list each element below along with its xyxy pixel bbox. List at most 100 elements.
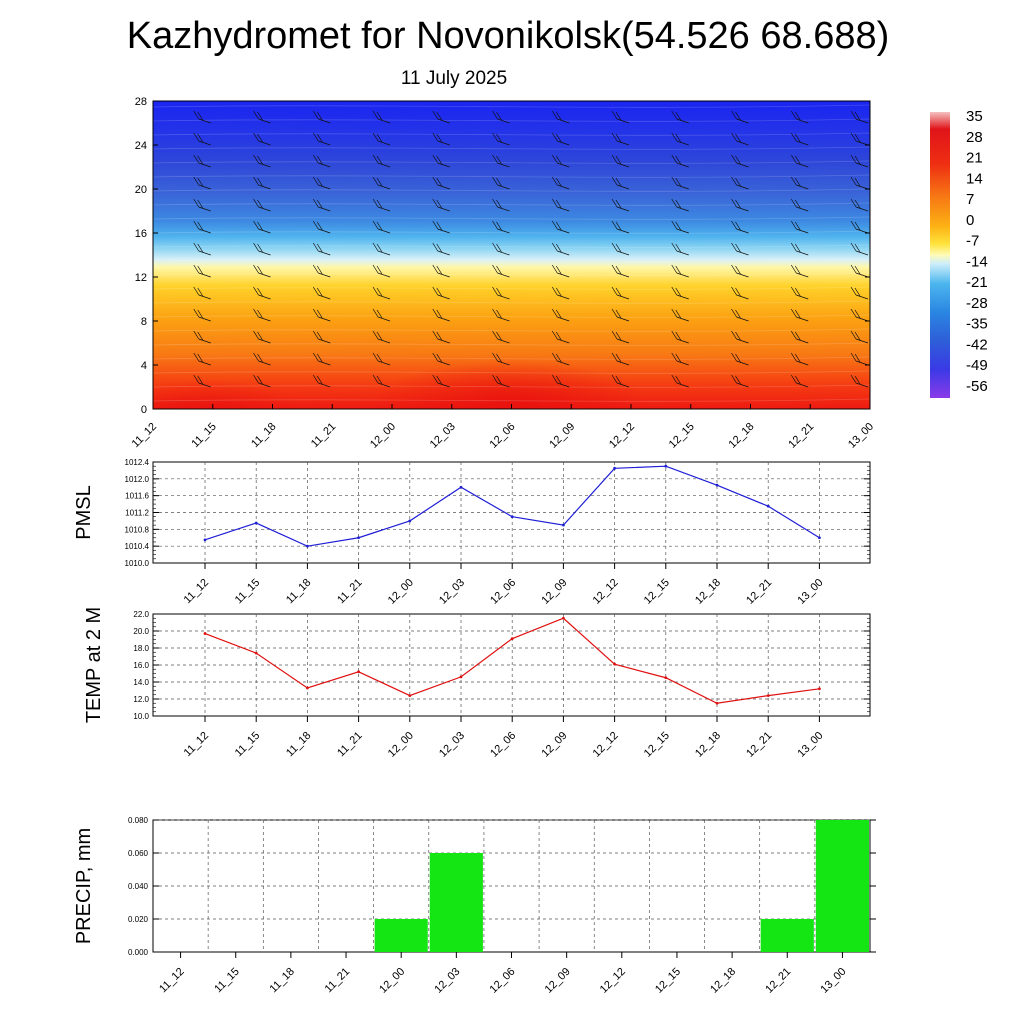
wind-barb	[611, 374, 618, 384]
wind-barb	[198, 184, 211, 190]
wind-barb	[735, 309, 741, 319]
wind-barb	[794, 221, 801, 231]
wind-barb	[551, 220, 558, 230]
wind-barb	[615, 177, 622, 187]
wind-barb	[676, 360, 689, 366]
colorbar-label: 28	[966, 129, 983, 146]
wind-barb	[253, 198, 259, 208]
wind-barb	[854, 177, 861, 187]
wind-barb	[855, 360, 869, 366]
y-tick-label: 1011.2	[125, 509, 149, 518]
x-tick-label: 12_06	[488, 421, 518, 451]
wind-barb	[557, 360, 570, 366]
wind-barb	[253, 308, 259, 318]
wind-barb	[198, 228, 211, 234]
wind-barb	[497, 360, 510, 366]
wind-barb	[850, 352, 857, 362]
x-tick-label: 11_12	[130, 421, 160, 451]
wind-barb	[312, 132, 319, 142]
wind-barb	[850, 198, 857, 208]
wind-barb	[496, 133, 502, 143]
x-tick-label: 11_15	[233, 577, 263, 607]
wind-barb	[675, 287, 682, 297]
wind-barb	[437, 162, 450, 168]
wind-barb	[312, 198, 319, 208]
wind-barb	[735, 353, 741, 363]
contour-line	[153, 202, 870, 206]
wind-barb	[432, 330, 439, 340]
y-tick-label: 12.0	[133, 695, 149, 704]
wind-barb	[496, 111, 502, 121]
wind-barb	[139, 207, 151, 211]
wind-barb	[197, 309, 204, 319]
wind-barb	[134, 243, 139, 251]
wind-barb	[492, 264, 498, 274]
wind-barb	[316, 243, 323, 253]
wind-barb	[796, 272, 809, 278]
wind-barb	[854, 243, 861, 253]
wind-barb	[193, 198, 200, 208]
wind-barb	[253, 352, 259, 362]
wind-barb	[253, 110, 259, 120]
wind-barb	[197, 243, 204, 253]
wind-barb	[615, 155, 622, 165]
wind-barb	[134, 199, 139, 207]
wind-barb	[557, 250, 570, 256]
x-tick-label: 12_12	[598, 966, 628, 996]
wind-barb	[318, 162, 331, 168]
wind-barb	[432, 242, 439, 252]
x-tick-label: 11_18	[284, 577, 314, 607]
wind-barb	[257, 265, 263, 275]
wind-barb	[794, 331, 801, 341]
y-axis-label: PMSL	[73, 485, 95, 539]
wind-barb	[197, 265, 204, 275]
wind-barb	[796, 162, 809, 168]
precip-bar	[760, 919, 814, 952]
wind-barb	[492, 110, 498, 120]
x-tick-label: 12_00	[368, 421, 398, 451]
wind-barb	[850, 132, 857, 142]
wind-barb	[675, 155, 682, 165]
wind-barb	[377, 272, 391, 278]
wind-barb	[736, 162, 749, 168]
wind-barb	[616, 382, 630, 388]
x-tick-label: 12_06	[488, 577, 518, 607]
wind-barb	[675, 243, 682, 253]
wind-barb	[855, 184, 869, 190]
wind-barb	[611, 110, 618, 120]
x-tick-label: 11_12	[182, 577, 212, 607]
wind-barb	[855, 382, 869, 388]
wind-barb	[735, 331, 741, 341]
wind-barb	[676, 272, 689, 278]
wind-barb	[736, 316, 749, 322]
wind-barb	[496, 331, 502, 341]
wind-barb	[854, 331, 861, 341]
wind-barb	[557, 382, 570, 388]
y-axis-label: TEMP at 2 M	[83, 607, 105, 723]
wind-barb	[198, 272, 211, 278]
wind-barb	[436, 287, 443, 297]
colorbar-label: -35	[966, 316, 988, 333]
wind-barb	[193, 264, 200, 274]
data-point	[715, 483, 719, 487]
wind-barb	[615, 111, 622, 121]
wind-barb	[794, 353, 801, 363]
wind-barb	[312, 286, 319, 296]
wind-barb	[611, 264, 618, 274]
wind-barb	[731, 110, 737, 120]
data-point	[459, 485, 463, 489]
wind-barb	[377, 162, 391, 168]
x-tick-label: 12_15	[667, 421, 697, 451]
colorbar-label: 21	[966, 150, 983, 167]
wind-barb	[193, 154, 200, 164]
wind-barb	[197, 221, 204, 231]
wind-barb	[316, 199, 323, 209]
wind-barb	[790, 242, 797, 252]
x-tick-label: 12_09	[543, 966, 573, 996]
wind-barb	[318, 360, 331, 366]
wind-barb	[616, 140, 630, 146]
wind-barb	[253, 154, 259, 164]
wind-barb	[557, 338, 570, 344]
data-point	[254, 651, 258, 655]
wind-barb	[197, 375, 204, 385]
